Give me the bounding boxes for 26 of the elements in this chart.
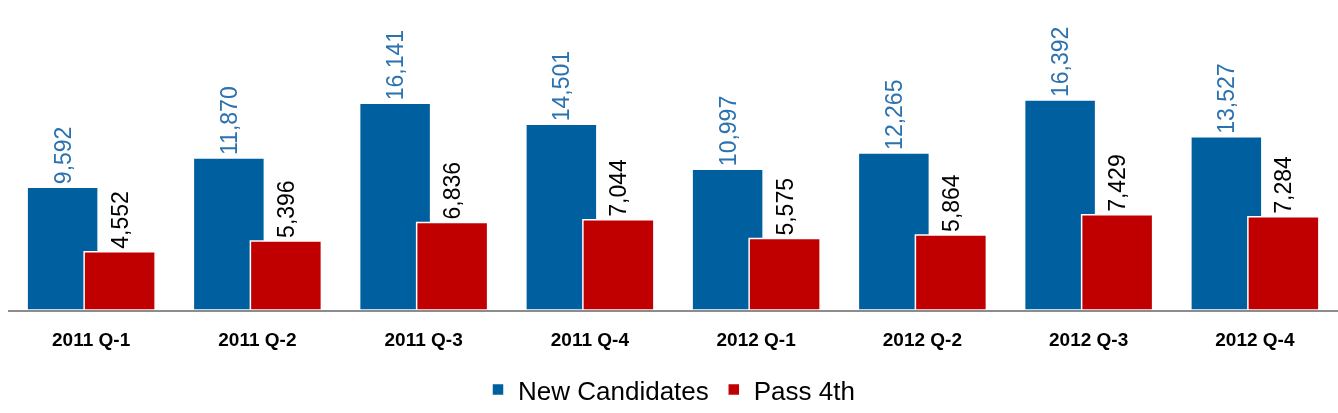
- data-label: 5,575: [771, 178, 798, 236]
- data-label: 12,265: [880, 79, 907, 150]
- data-label: 9,592: [49, 126, 76, 185]
- data-label: 13,527: [1213, 63, 1240, 134]
- x-tick-label: 2011 Q-4: [550, 328, 630, 350]
- data-label: 7,284: [1270, 155, 1297, 214]
- x-tick-label: 2012 Q-1: [716, 328, 797, 350]
- data-label: 5,396: [272, 180, 299, 238]
- data-label: 14,501: [548, 50, 575, 122]
- x-tick-label: 2011 Q-1: [52, 328, 131, 350]
- data-label: 7,429: [1104, 154, 1131, 212]
- data-label: 10,997: [714, 95, 741, 167]
- legend-label: Pass 4th: [753, 375, 855, 406]
- x-tick-label: 2012 Q-3: [1049, 328, 1129, 350]
- data-label: 4,552: [106, 191, 133, 249]
- x-tick-label: 2011 Q-3: [384, 328, 463, 350]
- data-label: 6,836: [439, 161, 466, 220]
- data-label: 11,870: [215, 86, 242, 155]
- data-label: 16,141: [382, 29, 409, 101]
- legend-label: New Candidates: [518, 375, 709, 406]
- data-label: 5,864: [937, 174, 964, 232]
- x-tick-label: 2012 Q-2: [882, 328, 962, 350]
- data-label: 7,044: [605, 159, 632, 217]
- x-tick-label: 2011 Q-2: [218, 328, 297, 350]
- x-tick-label: 2012 Q-4: [1215, 328, 1295, 350]
- data-label: 16,392: [1047, 26, 1074, 98]
